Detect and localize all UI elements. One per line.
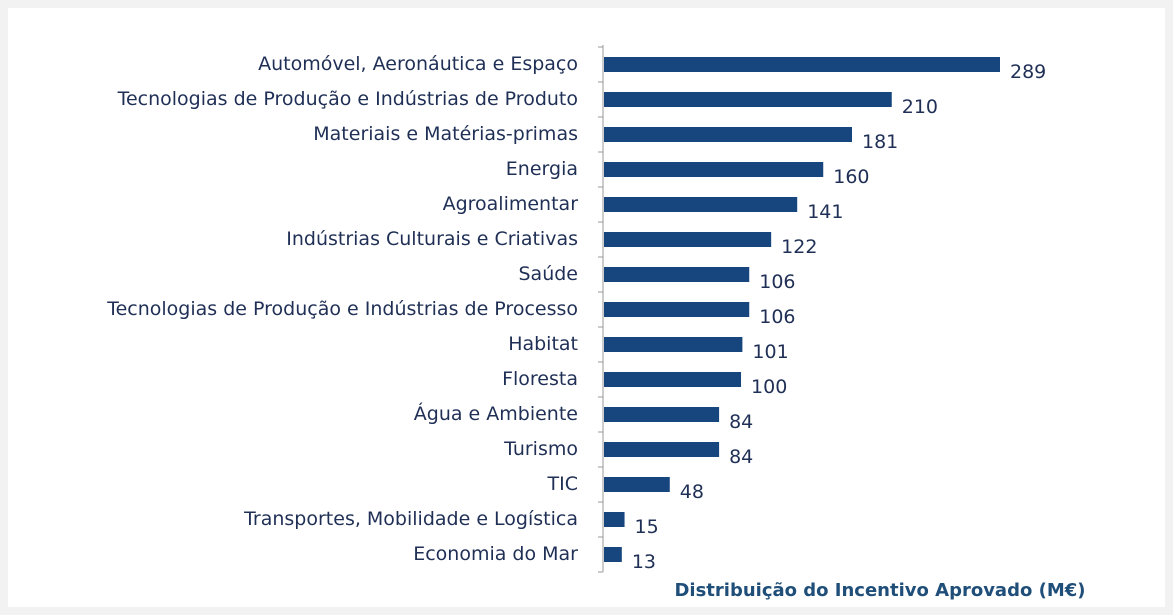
bar bbox=[604, 232, 772, 247]
y-tick-label: Indústrias Culturais e Criativas bbox=[286, 228, 578, 250]
x-axis-label: Distribuição do Incentivo Aprovado (M€) bbox=[674, 580, 1085, 601]
bar bbox=[604, 407, 720, 422]
y-tick-label: Automóvel, Aeronáutica e Espaço bbox=[258, 53, 578, 75]
value-label: 289 bbox=[1010, 61, 1046, 83]
bar bbox=[604, 162, 824, 177]
bar bbox=[604, 267, 750, 282]
y-tick-label: Floresta bbox=[502, 368, 578, 390]
y-tick-label: Transportes, Mobilidade e Logística bbox=[243, 508, 578, 530]
bar bbox=[604, 127, 853, 142]
y-tick-label: Materiais e Matérias-primas bbox=[313, 123, 578, 145]
bar bbox=[604, 512, 625, 527]
bar bbox=[604, 547, 622, 562]
bar bbox=[604, 372, 742, 387]
value-label: 100 bbox=[751, 376, 787, 398]
y-tick-label: Turismo bbox=[503, 438, 578, 460]
value-label: 106 bbox=[759, 271, 795, 293]
value-label: 84 bbox=[729, 411, 753, 433]
y-tick-label: Tecnologias de Produção e Indústrias de … bbox=[117, 88, 578, 110]
value-label: 210 bbox=[902, 96, 938, 118]
bar bbox=[604, 302, 750, 317]
y-tick-label: Habitat bbox=[508, 333, 578, 355]
y-tick-label: Saúde bbox=[519, 263, 579, 285]
value-label: 48 bbox=[680, 481, 704, 503]
value-label: 84 bbox=[729, 446, 753, 468]
panel bbox=[8, 8, 1165, 607]
value-label: 106 bbox=[759, 306, 795, 328]
value-label: 160 bbox=[833, 166, 869, 188]
bar bbox=[604, 197, 798, 212]
value-label: 122 bbox=[781, 236, 817, 258]
y-tick-label: TIC bbox=[547, 473, 578, 495]
value-label: 101 bbox=[752, 341, 788, 363]
value-label: 141 bbox=[807, 201, 843, 223]
y-tick-label: Energia bbox=[506, 158, 578, 180]
y-tick-label: Água e Ambiente bbox=[414, 402, 578, 425]
value-label: 13 bbox=[632, 551, 656, 573]
bar bbox=[604, 337, 743, 352]
bar bbox=[604, 442, 720, 457]
y-tick-label: Agroalimentar bbox=[443, 193, 579, 215]
bar bbox=[604, 57, 1000, 72]
y-tick-label: Economia do Mar bbox=[413, 543, 578, 565]
bar bbox=[604, 477, 670, 492]
y-tick-label: Tecnologias de Produção e Indústrias de … bbox=[106, 298, 578, 320]
bar bbox=[604, 92, 892, 107]
value-label: 181 bbox=[862, 131, 898, 153]
value-label: 15 bbox=[635, 516, 659, 538]
